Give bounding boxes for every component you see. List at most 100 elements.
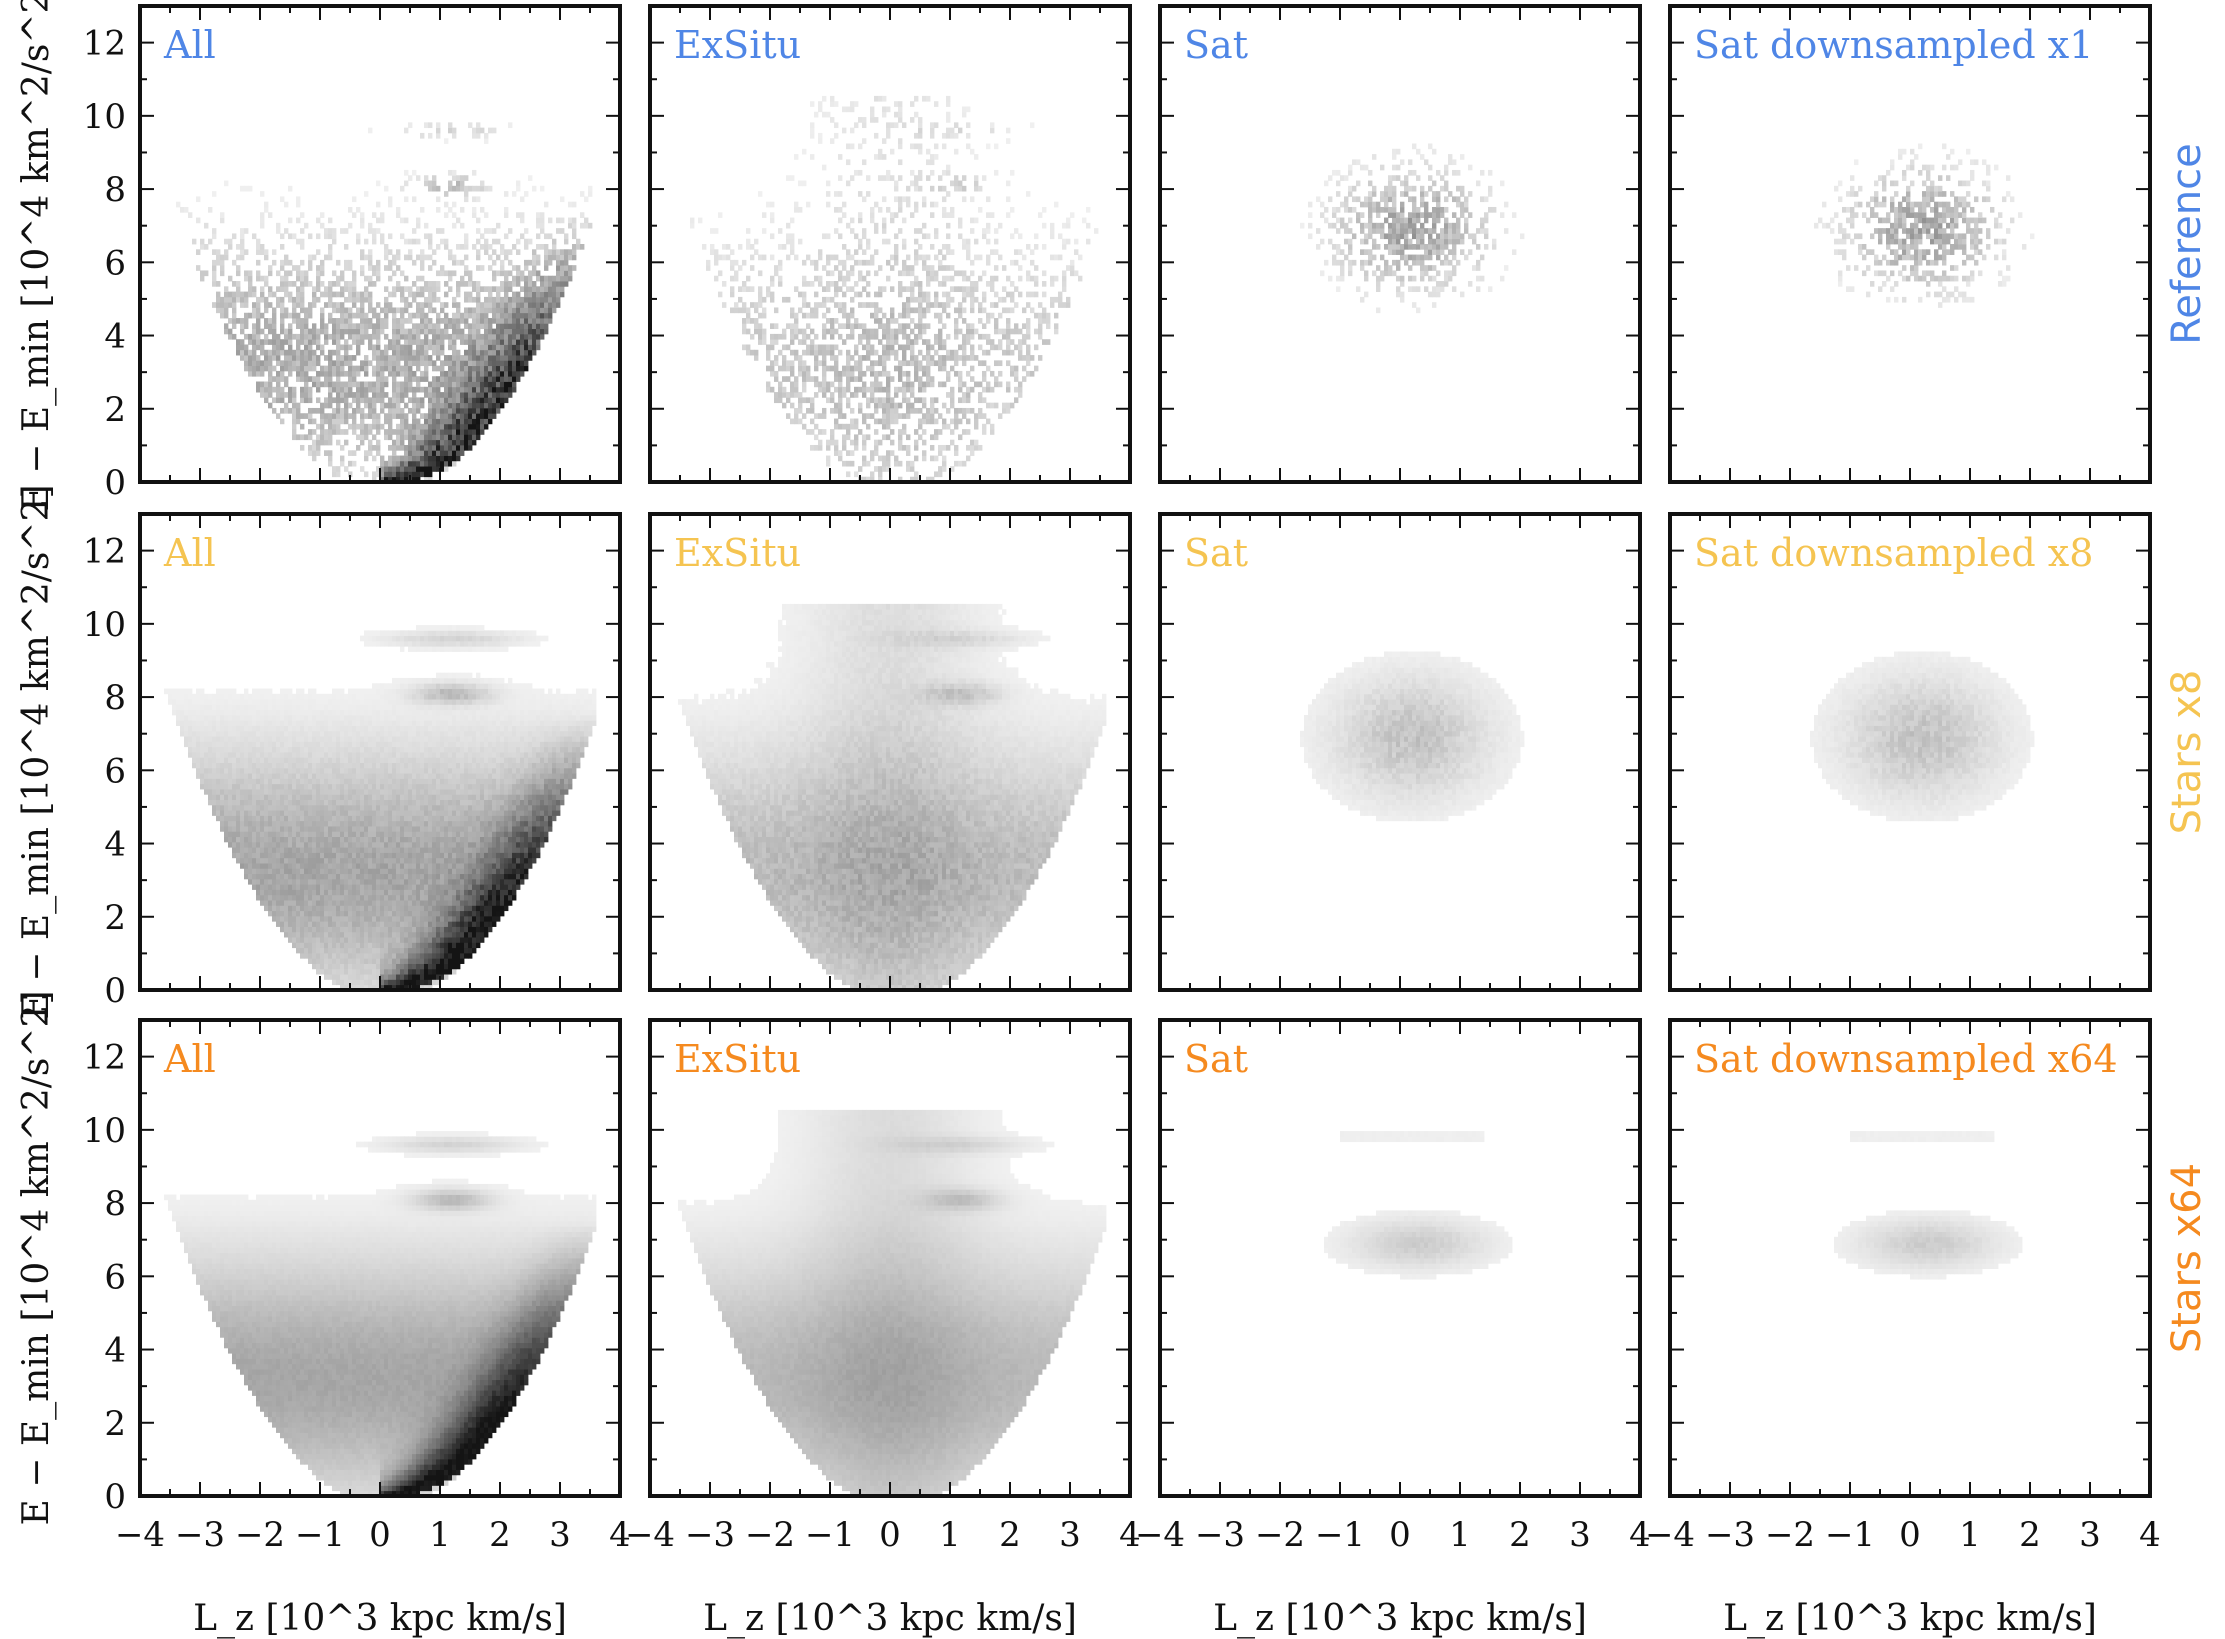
heatmap-cell [292, 419, 296, 425]
heatmap-cell [228, 334, 232, 340]
heatmap-cell [308, 350, 312, 356]
heatmap-cell [316, 270, 320, 276]
heatmap-cell [236, 286, 240, 292]
heatmap-cell [388, 265, 392, 271]
heatmap-cell [292, 297, 296, 303]
heatmap-cell [392, 339, 396, 345]
heatmap-cell [316, 329, 320, 335]
heatmap-cell [396, 392, 400, 398]
heatmap-cell [328, 313, 332, 319]
heatmap-cell [356, 207, 360, 213]
heatmap-cell [400, 466, 404, 472]
heatmap-cell [360, 360, 364, 366]
heatmap-cell [348, 371, 352, 377]
heatmap-cell [264, 202, 268, 208]
heatmap-cell [384, 382, 388, 388]
heatmap-cell [416, 445, 420, 451]
heatmap-cell [364, 329, 368, 335]
heatmap-cell [352, 196, 356, 202]
heatmap-cell [364, 429, 368, 435]
heatmap-cell [384, 318, 388, 324]
heatmap-cell [360, 397, 364, 403]
heatmap-cell [404, 382, 408, 388]
heatmap-cell [400, 286, 404, 292]
heatmap-cell [312, 302, 316, 308]
heatmap-cell [244, 360, 248, 366]
heatmap-cell [344, 286, 348, 292]
heatmap-cell [372, 313, 376, 319]
heatmap-cell [332, 413, 336, 419]
heatmap-cell [380, 307, 384, 313]
heatmap-cell [360, 329, 364, 335]
heatmap-cell [376, 387, 380, 393]
heatmap-cell [328, 424, 332, 430]
heatmap-cell [332, 233, 336, 239]
heatmap-cell [392, 403, 396, 409]
heatmap-cell [372, 424, 376, 430]
heatmap-cell [360, 387, 364, 393]
heatmap-cell [344, 329, 348, 335]
heatmap-cell [256, 355, 260, 361]
heatmap-cell [412, 360, 416, 366]
heatmap-cell [280, 360, 284, 366]
heatmap-cell [276, 344, 280, 350]
heatmap-cell [376, 366, 380, 372]
heatmap-cell [384, 350, 388, 356]
heatmap-cell [272, 329, 276, 335]
heatmap-cell [276, 286, 280, 292]
heatmap-cell [396, 323, 400, 329]
heatmap-cell [348, 281, 352, 287]
heatmap-cell [352, 419, 356, 425]
heatmap-cell [332, 228, 336, 234]
heatmap-cell [228, 329, 232, 335]
heatmap-cell [292, 265, 296, 271]
heatmap-cell [328, 228, 332, 234]
heatmap-cell [356, 329, 360, 335]
heatmap-cell [212, 276, 216, 282]
heatmap-cell [388, 260, 392, 266]
heatmap-cell [248, 281, 252, 287]
heatmap-cell [340, 382, 344, 388]
heatmap-cell [248, 339, 252, 345]
heatmap-cell [320, 382, 324, 388]
heatmap-cell [296, 270, 300, 276]
heatmap-cell [372, 233, 376, 239]
heatmap-cell [376, 429, 380, 435]
heatmap-cell [324, 371, 328, 377]
heatmap-cell [356, 297, 360, 303]
heatmap-cell [396, 434, 400, 440]
heatmap-cell [256, 239, 260, 245]
heatmap-cell [384, 307, 388, 313]
heatmap-cell [232, 313, 236, 319]
heatmap-cell [384, 286, 388, 292]
heatmap-cell [336, 387, 340, 393]
heatmap-cell [272, 366, 276, 372]
heatmap-cell [408, 286, 412, 292]
heatmap-cell [396, 382, 400, 388]
heatmap-cell [396, 334, 400, 340]
heatmap-cell [344, 392, 348, 398]
heatmap-cell [372, 413, 376, 419]
heatmap-cell [360, 223, 364, 229]
heatmap-cell [264, 281, 268, 287]
heatmap-cell [240, 244, 244, 250]
heatmap-cell [344, 440, 348, 446]
heatmap-cell [372, 408, 376, 414]
heatmap-cell [340, 228, 344, 234]
heatmap-cell [244, 228, 248, 234]
heatmap-cell [348, 450, 352, 456]
heatmap-cell [380, 350, 384, 356]
heatmap-cell [300, 212, 304, 218]
heatmap-cell [336, 329, 340, 335]
heatmap-cell [324, 302, 328, 308]
heatmap-cell [376, 376, 380, 382]
heatmap-cell [224, 239, 228, 245]
heatmap-cell [396, 424, 400, 430]
heatmap-cell [328, 440, 332, 446]
heatmap-cell [324, 323, 328, 329]
heatmap-cell [400, 350, 404, 356]
heatmap-cell [264, 382, 268, 388]
heatmap-cell [388, 366, 392, 372]
heatmap-cell [328, 244, 332, 250]
heatmap-cell [292, 403, 296, 409]
